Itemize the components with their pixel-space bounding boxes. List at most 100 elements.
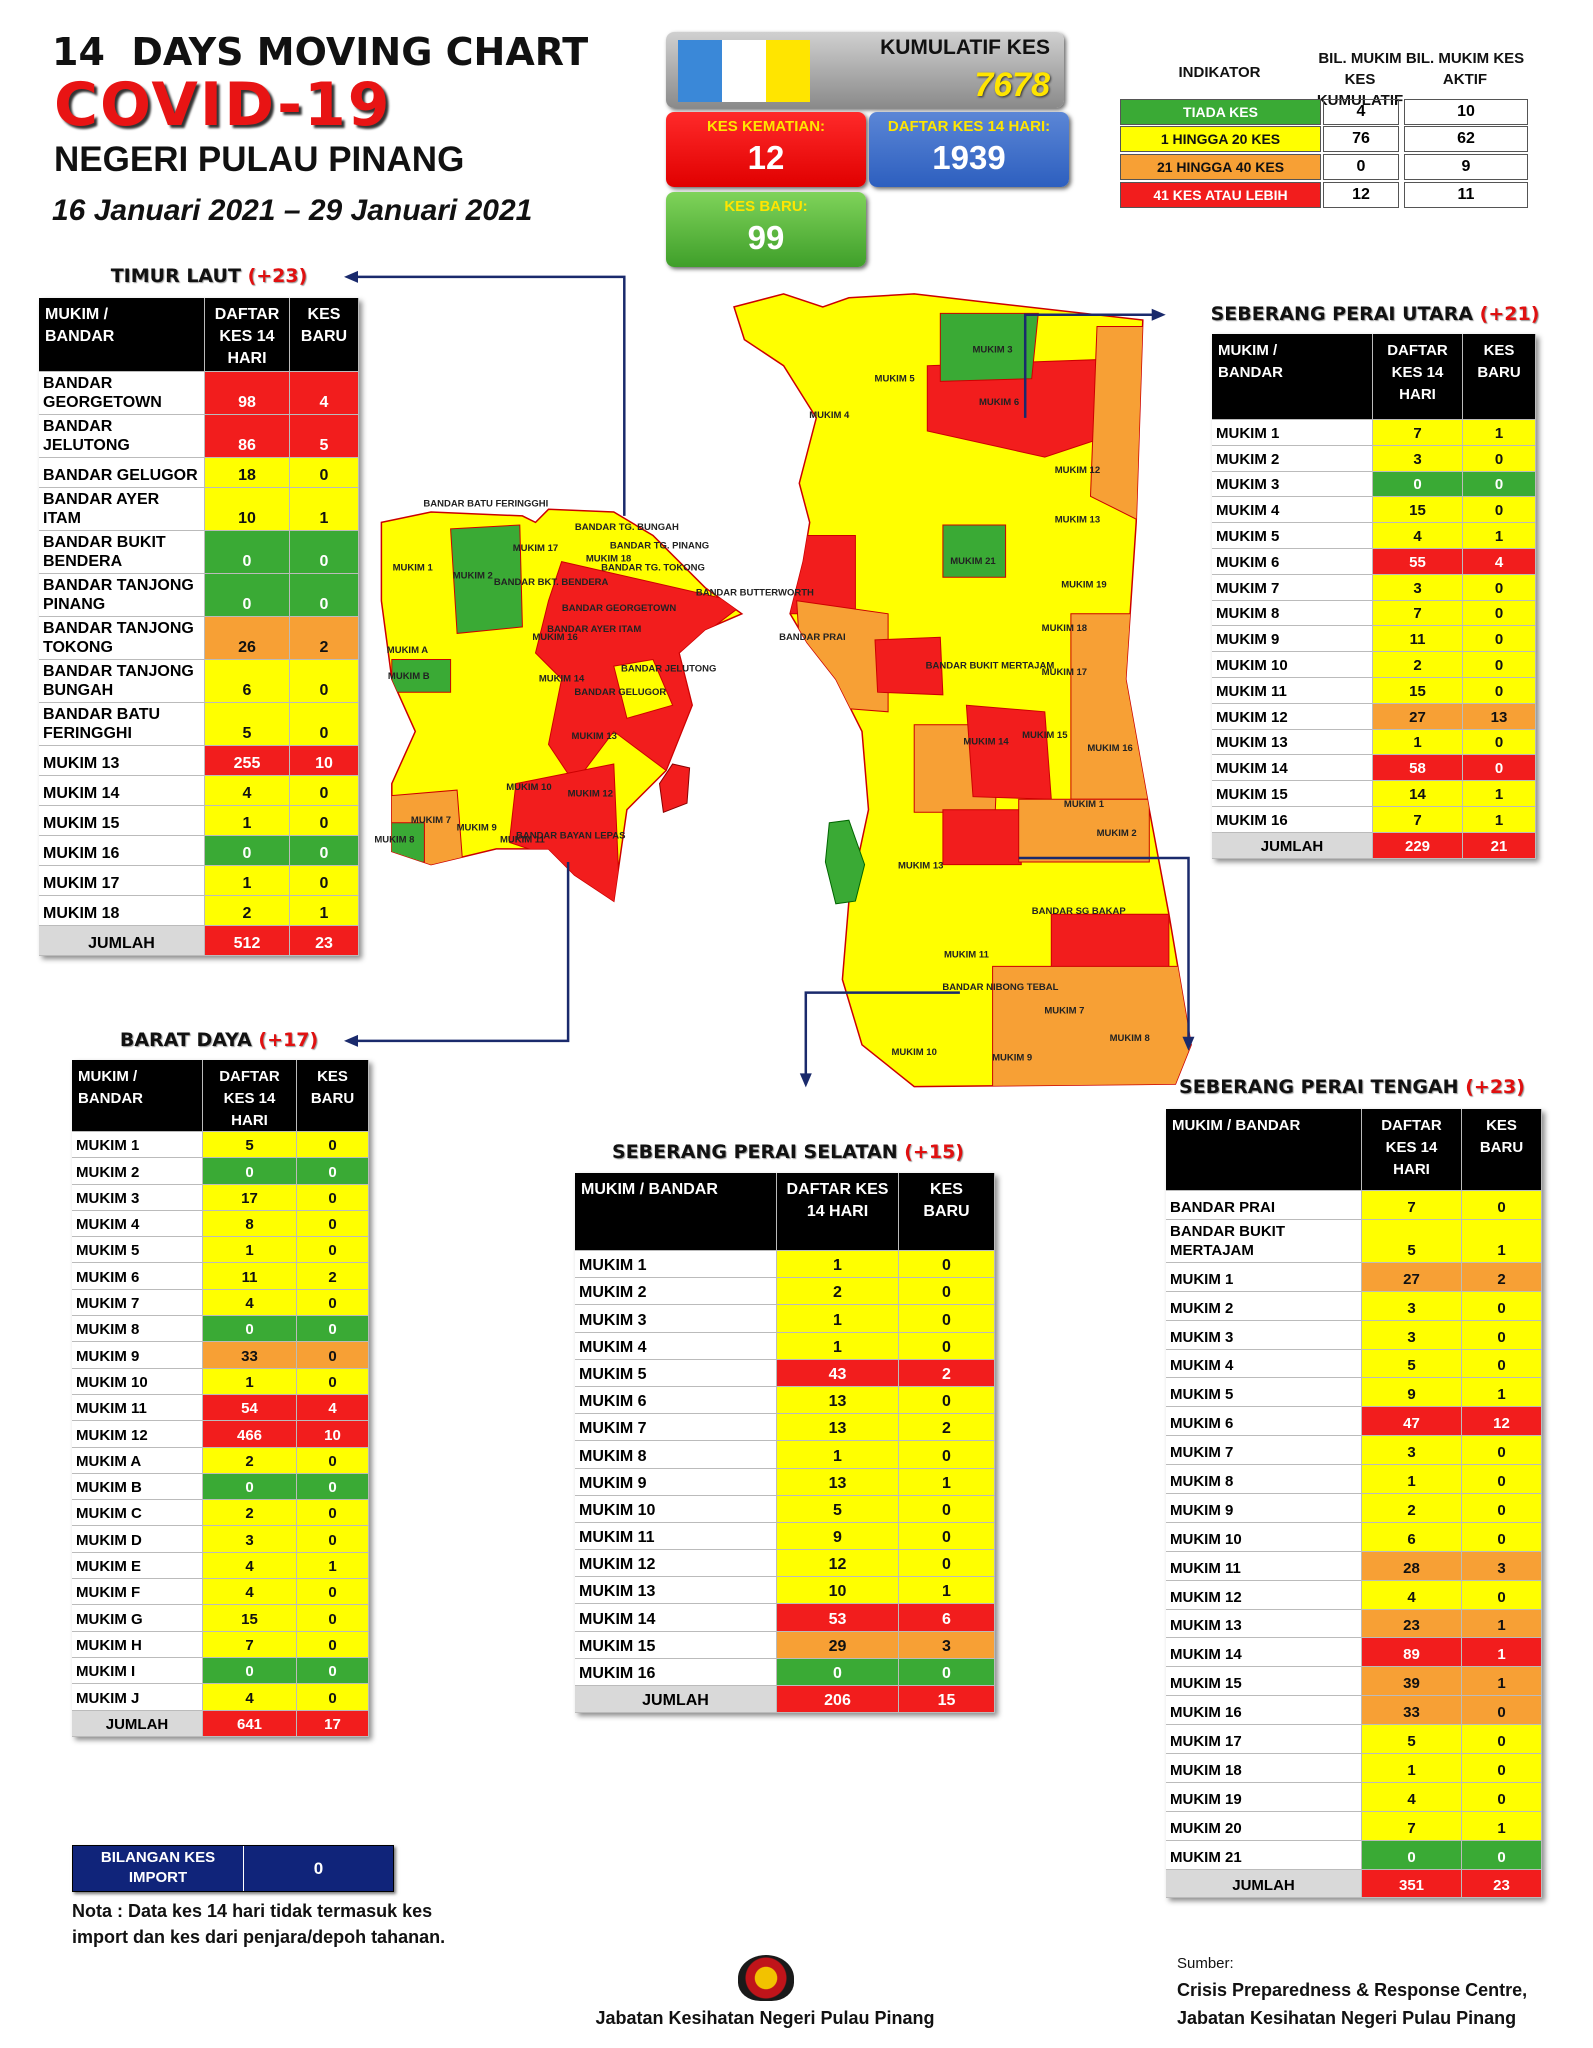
row-name: MUKIM 7: [575, 1414, 777, 1441]
table-row: MUKIM 14 58 0: [1212, 755, 1536, 782]
row-name: MUKIM D: [72, 1526, 203, 1552]
map-region: [1050, 913, 1170, 970]
row-name: MUKIM 6: [575, 1386, 777, 1414]
row-value: 3: [1362, 1436, 1462, 1465]
map-label: BANDAR PRAI: [779, 632, 846, 643]
table-header-text: MUKIM / BANDAR: [1218, 342, 1283, 381]
indicator-header: INDIKATOR: [1178, 64, 1261, 81]
row-name: MUKIM 8: [575, 1441, 777, 1468]
map-label: MUKIM 17: [513, 543, 558, 554]
table-row: MUKIM 11 15 0: [1212, 677, 1536, 704]
table-header-text: MUKIM / BANDAR: [45, 306, 115, 345]
row-value: 0: [1462, 1465, 1542, 1494]
map-label: BANDAR BKT. BENDERA: [494, 577, 609, 588]
flag-stripe: [722, 40, 766, 102]
map-label: MUKIM 16: [532, 632, 577, 643]
row-name: MUKIM 16: [1166, 1696, 1362, 1725]
map-region: [992, 965, 1192, 1087]
row-name: MUKIM 13: [575, 1577, 777, 1604]
row-name: MUKIM 19: [1166, 1782, 1362, 1811]
row-value: 0: [290, 776, 359, 805]
table-title-text: SEBERANG PERAI UTARA: [1210, 303, 1474, 325]
table-row: MUKIM 16 7 1: [1212, 806, 1536, 833]
map-label: MUKIM 13: [572, 731, 617, 742]
row-value: 5: [290, 415, 359, 457]
row-value: 4: [203, 1579, 297, 1605]
table-row: MUKIM 1 27 2: [1166, 1262, 1542, 1292]
row-value: 0: [1463, 677, 1536, 703]
row-value: 86: [205, 415, 290, 457]
table-header-row: MUKIM / BANDAR DAFTAR KES 14 HARI KES BARU: [1212, 334, 1536, 420]
row-value: 0: [1462, 1725, 1542, 1754]
row-value: 1: [777, 1332, 899, 1359]
row-value: 0: [1362, 1840, 1462, 1869]
table-header-text: DAFTAR KES 14 HARI: [219, 1068, 280, 1129]
row-value: 0: [205, 836, 290, 865]
row-value: 2: [203, 1500, 297, 1526]
row-value: 1: [1463, 806, 1536, 832]
row-name: MUKIM 15: [575, 1631, 777, 1658]
row-value: 0: [1462, 1191, 1542, 1219]
table-change: (+21): [1479, 303, 1540, 325]
table-header-text: DAFTAR KES 14 HARI: [214, 306, 280, 367]
map-label: BANDAR TG. BUNGAH: [575, 522, 679, 533]
table-header-text: DAFTAR KES 14 HARI: [786, 1181, 889, 1220]
table-title-text: TIMUR LAUT: [110, 265, 241, 287]
row-value: 3: [1362, 1291, 1462, 1320]
row-value: 0: [203, 1657, 297, 1684]
row-name: BANDAR AYER ITAM: [39, 488, 205, 530]
table-row: MUKIM 18 1 0: [1166, 1754, 1542, 1783]
map-region: [450, 524, 523, 634]
row-name: MUKIM 14: [39, 776, 205, 805]
row-value: 12: [1462, 1407, 1542, 1436]
row-value: 4: [1373, 523, 1463, 548]
row-name: JUMLAH: [39, 926, 205, 955]
row-value: 0: [297, 1657, 369, 1684]
table-row: MUKIM 15 29 3: [575, 1631, 995, 1659]
row-value: 0: [899, 1522, 995, 1550]
map-label: MUKIM B: [388, 671, 430, 682]
table-header-text: MUKIM / BANDAR: [581, 1181, 718, 1198]
row-value: 0: [1462, 1696, 1542, 1725]
row-value: 3: [1373, 445, 1463, 471]
row-value: 10: [205, 488, 290, 530]
row-name: MUKIM 13: [39, 746, 205, 775]
row-value: 0: [1462, 1522, 1542, 1551]
row-name: MUKIM 5: [72, 1237, 203, 1263]
table-header: KES BARU: [1462, 1109, 1542, 1190]
map-label: MUKIM 6: [979, 397, 1019, 408]
summary-box: KES KEMATIAN: 12: [666, 112, 866, 187]
map-label: MUKIM 3: [972, 345, 1012, 356]
row-name: MUKIM 11: [1166, 1551, 1362, 1580]
row-value: 3: [1373, 574, 1463, 600]
table: MUKIM / BANDAR DAFTAR KES 14 HARI KES BARU…: [1212, 334, 1536, 859]
row-value: 47: [1362, 1407, 1462, 1436]
summary-label: DAFTAR KES 14 HARI:: [887, 118, 1051, 135]
row-value: 7: [1362, 1811, 1462, 1840]
row-value: 12: [777, 1550, 899, 1577]
table-row: MUKIM 14 89 1: [1166, 1638, 1542, 1668]
row-value: 0: [1462, 1320, 1542, 1349]
row-value: 2: [1462, 1262, 1542, 1291]
indicator-label: 1 HINGGA 20 KES: [1120, 126, 1321, 152]
row-value: 5: [1362, 1725, 1462, 1754]
row-value: 0: [205, 574, 290, 616]
row-name: MUKIM 9: [575, 1468, 777, 1495]
table-row: BANDAR TANJONG TOKONG 26 2: [39, 617, 359, 660]
table-row: MUKIM 10 1 0: [72, 1368, 369, 1395]
table: MUKIM / BANDAR DAFTAR KES 14 HARI KES BARU…: [575, 1173, 995, 1714]
row-value: 0: [290, 458, 359, 487]
indicator-value: 10: [1404, 99, 1528, 125]
row-value: 7: [1373, 600, 1463, 626]
map-label: MUKIM 10: [891, 1047, 936, 1058]
map-label: BANDAR NIBONG TEBAL: [942, 982, 1058, 993]
map-label: MUKIM 12: [568, 789, 613, 800]
row-value: 11: [1373, 626, 1463, 652]
row-value: 0: [297, 1132, 369, 1158]
